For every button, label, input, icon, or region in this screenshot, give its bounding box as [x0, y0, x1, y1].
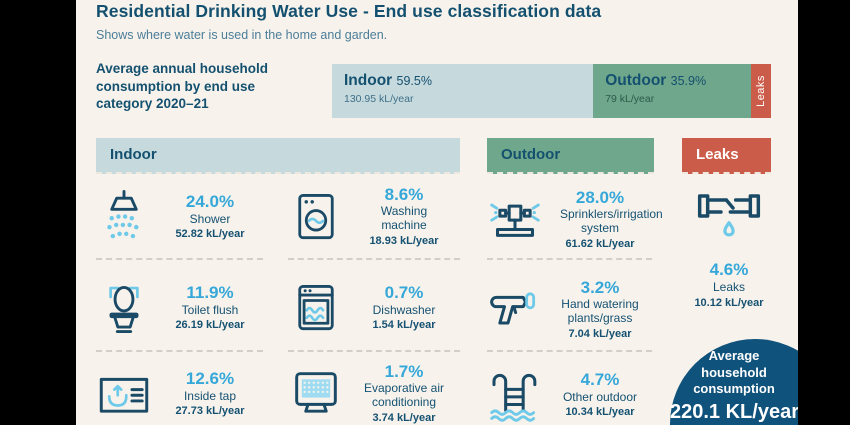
item-dishwasher: 0.7% Dishwasher 1.54 kL/year	[288, 266, 464, 348]
item-percent: 8.6%	[384, 185, 424, 205]
bar-outdoor-pct: 35.9%	[670, 74, 707, 88]
page-subtitle: Shows where water is used in the home an…	[96, 28, 388, 42]
separator	[96, 258, 263, 260]
item-value: 10.12 kL/year	[694, 296, 764, 309]
item-percent: 28.0%	[575, 188, 625, 208]
separator	[288, 258, 460, 260]
item-label: Other outdoor	[562, 389, 638, 404]
page-title: Residential Drinking Water Use - End use…	[96, 1, 602, 21]
bar-segment-indoor: Indoor 59.5% 130.95 kL/year	[332, 64, 594, 118]
hand-watering-icon	[487, 283, 543, 335]
item-value: 52.82 kL/year	[175, 228, 245, 241]
item-label: Toilet flush	[181, 302, 239, 317]
item-value: 27.73 kL/year	[175, 405, 245, 418]
bar-outdoor-label: Outdoor	[605, 72, 667, 89]
item-value: 61.62 kL/year	[565, 237, 635, 250]
item-value: 1.54 kL/year	[372, 319, 436, 332]
bar-outdoor-value: 79 kL/year	[605, 93, 655, 105]
section-header-outdoor: Outdoor	[487, 138, 654, 174]
item-toilet-flush: 11.9% Toilet flush 26.19 kL/year	[96, 266, 268, 348]
item-sprinklers: 28.0% Sprinklers/irrigation system 61.62…	[487, 176, 663, 262]
bar-indoor-value: 130.95 kL/year	[344, 93, 414, 105]
bar-segment-outdoor: Outdoor 35.9% 79 kL/year	[593, 64, 751, 118]
washing-machine-icon	[288, 189, 344, 243]
section-header-leaks: Leaks	[682, 138, 771, 174]
stacked-bar: Indoor 59.5% 130.95 kL/year Outdoor 35.9…	[332, 64, 771, 118]
dishwasher-icon	[288, 280, 344, 334]
item-value: 10.34 kL/year	[565, 406, 635, 419]
item-label: Leaks	[712, 280, 746, 294]
section-header-indoor: Indoor	[96, 138, 460, 174]
shower-icon	[96, 187, 152, 245]
total-consumption-text: Average household consumption 220.1 KL/y…	[670, 348, 798, 424]
item-inside-tap: 12.6% Inside tap 27.73 kL/year	[96, 358, 268, 425]
summary-label: Average annual household consumption by …	[96, 61, 269, 112]
item-percent: 0.7%	[384, 282, 424, 302]
item-percent: 1.7%	[384, 362, 424, 382]
item-percent: 4.7%	[580, 369, 620, 389]
bar-leaks-label: Leaks	[754, 75, 767, 107]
bar-segment-leaks: Leaks	[750, 64, 771, 118]
item-leaks: 4.6% Leaks 10.12 kL/year	[682, 180, 776, 309]
total-line-1: Average	[708, 348, 760, 363]
item-label: Washing machine	[380, 204, 428, 232]
item-shower: 24.0% Shower 52.82 kL/year	[96, 176, 268, 256]
inside-tap-icon	[96, 368, 152, 418]
pool-ladder-icon	[487, 366, 543, 422]
total-line-2: household	[701, 364, 767, 380]
infographic-content: Residential Drinking Water Use - End use…	[76, 0, 798, 425]
separator	[487, 258, 652, 260]
item-percent: 3.2%	[580, 278, 620, 298]
item-value: 18.93 kL/year	[369, 234, 439, 247]
item-evaporative-ac: 1.7% Evaporative air conditioning 3.74 k…	[288, 358, 464, 425]
toilet-icon	[96, 278, 152, 336]
separator	[288, 350, 460, 352]
total-value: 220.1 KL/year	[670, 400, 798, 423]
bar-indoor-pct: 59.5%	[396, 74, 432, 88]
item-percent: 12.6%	[185, 368, 235, 388]
separator	[96, 350, 263, 352]
item-label: Shower	[189, 211, 231, 226]
item-value: 26.19 kL/year	[175, 319, 245, 332]
sprinkler-icon	[487, 191, 543, 247]
item-label: Sprinklers/irrigation system	[560, 207, 663, 235]
evaporative-ac-icon	[288, 368, 344, 418]
item-label: Evaporative air conditioning	[363, 381, 445, 409]
item-percent: 4.6%	[709, 260, 749, 279]
leaking-pipe-icon	[693, 180, 765, 244]
separator	[487, 350, 652, 352]
item-hand-watering: 3.2% Hand watering plants/grass 7.04 kL/…	[487, 272, 657, 346]
bar-indoor-label: Indoor	[344, 72, 393, 89]
item-other-outdoor: 4.7% Other outdoor 10.34 kL/year	[487, 360, 657, 425]
item-value: 7.04 kL/year	[568, 327, 632, 340]
item-percent: 11.9%	[186, 282, 234, 302]
item-percent: 24.0%	[185, 191, 235, 211]
item-label: Hand watering plants/grass	[561, 297, 639, 325]
item-label: Dishwasher	[372, 302, 436, 317]
item-value: 3.74 kL/year	[372, 411, 436, 424]
item-washing-machine: 8.6% Washing machine 18.93 kL/year	[288, 176, 464, 256]
total-line-3: consumption	[693, 381, 775, 397]
item-label: Inside tap	[183, 388, 237, 403]
